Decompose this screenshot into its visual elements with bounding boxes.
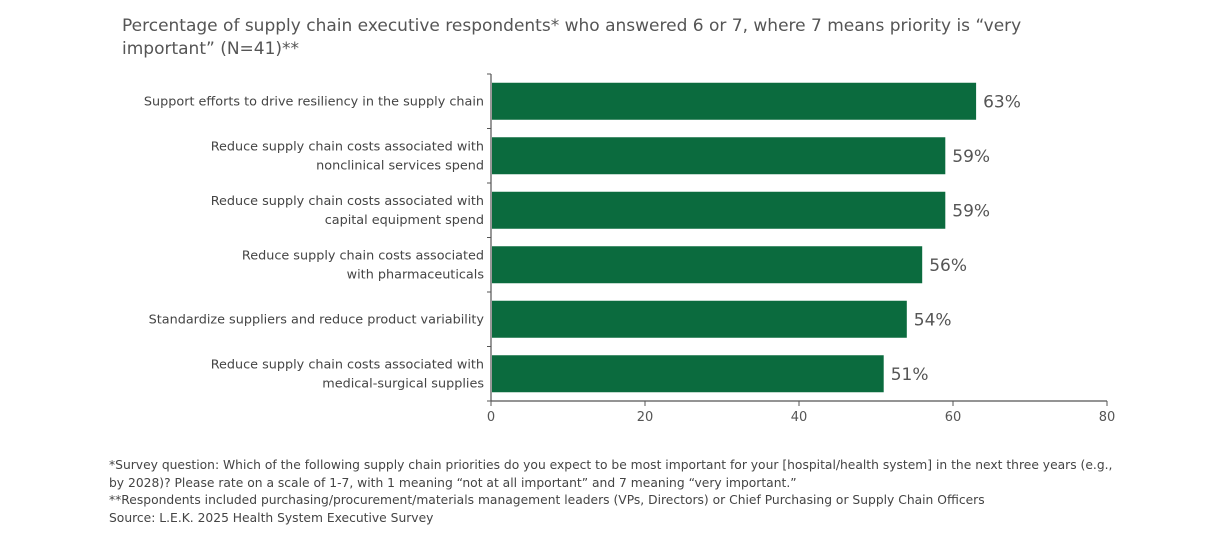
bar [492, 82, 977, 120]
bar [492, 300, 907, 338]
data-label: 56% [929, 256, 967, 276]
bar [492, 137, 946, 175]
footnotes: *Survey question: Which of the following… [109, 457, 1129, 527]
category-label: medical-surgical supplies [322, 376, 484, 391]
data-label: 54% [914, 310, 952, 330]
x-tick-label: 20 [637, 410, 654, 425]
category-label: with pharmaceuticals [347, 267, 485, 282]
x-tick-label: 80 [1099, 410, 1116, 425]
source-note: Source: L.E.K. 2025 Health System Execut… [109, 510, 434, 525]
category-label: Support efforts to drive resiliency in t… [144, 94, 484, 109]
category-label: Reduce supply chain costs associated wit… [211, 194, 484, 209]
data-label: 63% [983, 92, 1021, 112]
bar [492, 191, 946, 229]
bar [492, 355, 884, 393]
x-tick-label: 0 [487, 410, 495, 425]
data-label: 51% [891, 365, 929, 385]
category-label: Reduce supply chain costs associated wit… [211, 139, 484, 154]
footnote-survey-question: *Survey question: Which of the following… [109, 458, 1113, 490]
x-tick-label: 60 [945, 410, 962, 425]
category-label: Standardize suppliers and reduce product… [149, 312, 485, 327]
chart-title: Percentage of supply chain executive res… [122, 16, 1022, 59]
bar [492, 246, 923, 284]
bar-chart: 0 20 40 60 80 63% Support efforts to drive res… [144, 73, 1116, 425]
data-label: 59% [952, 147, 990, 167]
category-label: Reduce supply chain costs associated [242, 248, 484, 263]
category-label: capital equipment spend [325, 213, 484, 228]
data-label: 59% [952, 201, 990, 221]
footnote-respondents: **Respondents included purchasing/procur… [109, 493, 985, 507]
category-label: nonclinical services spend [316, 158, 484, 173]
category-label: Reduce supply chain costs associated wit… [211, 357, 484, 372]
x-tick-label: 40 [791, 410, 808, 425]
